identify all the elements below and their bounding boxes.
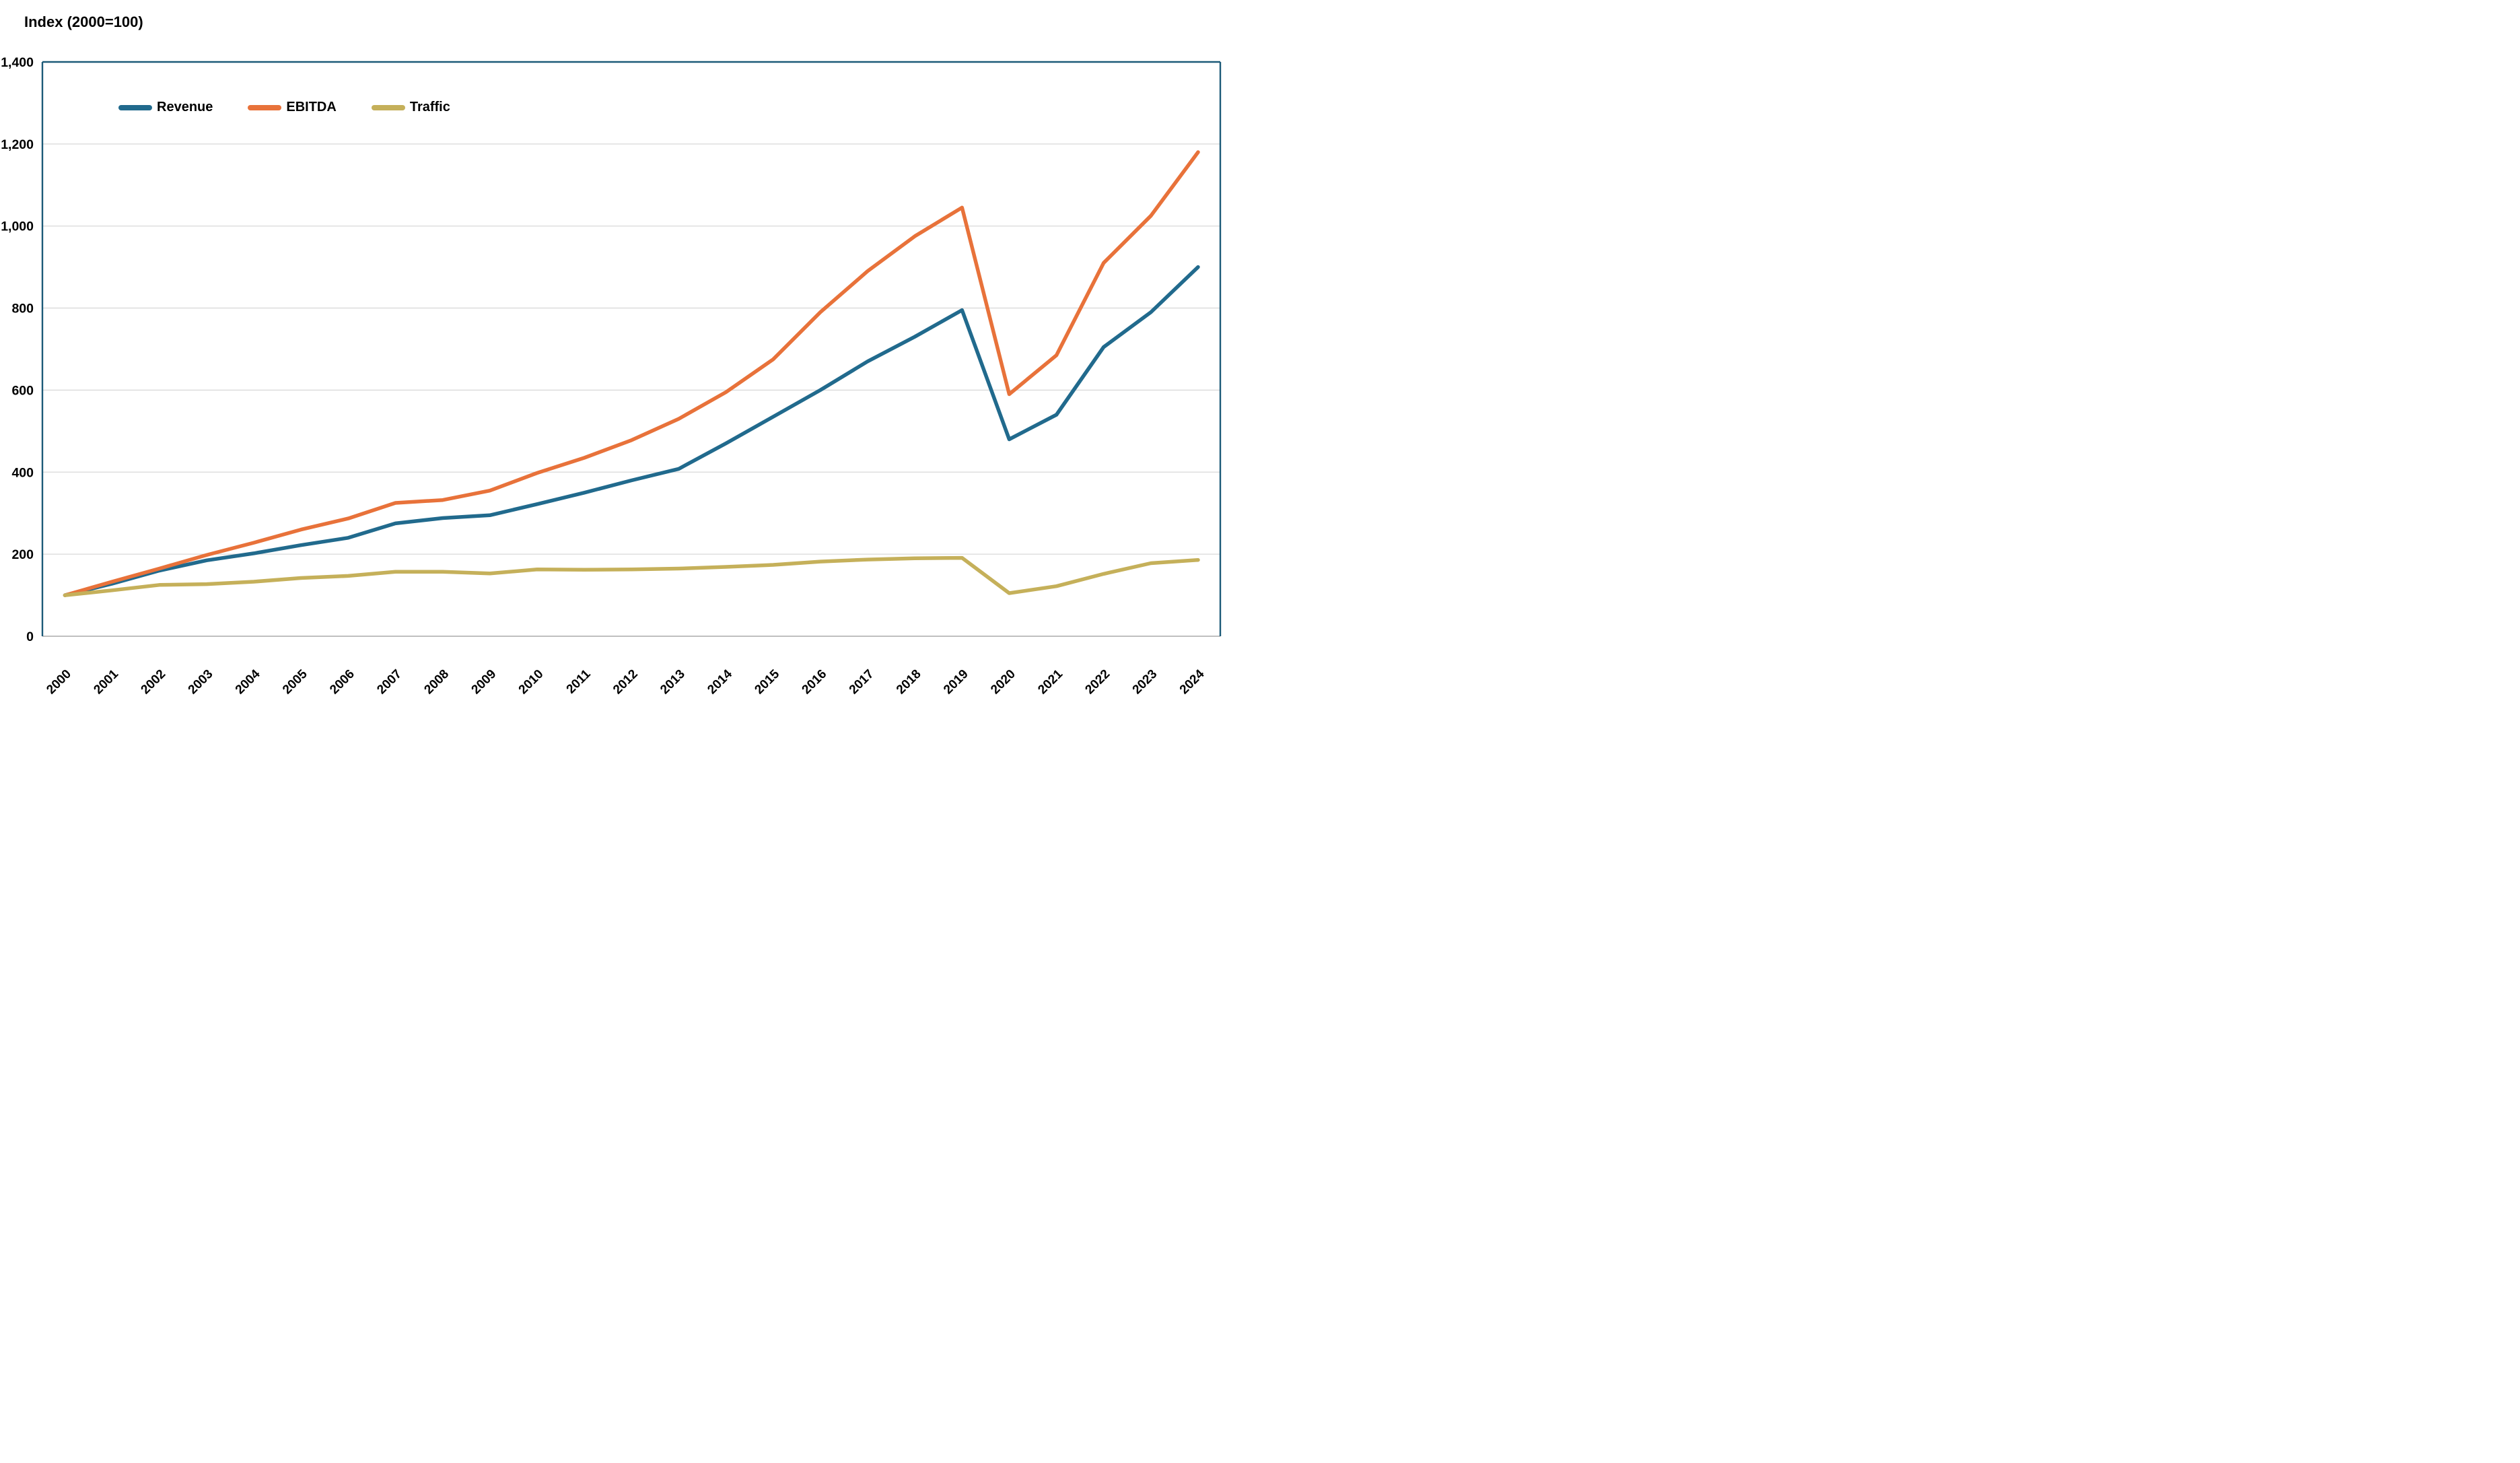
x-tick-label: 2022 — [1082, 667, 1113, 698]
x-tick-label: 2011 — [564, 667, 594, 696]
y-tick-label: 1,400 — [1, 55, 34, 70]
revenue-legend-swatch-icon — [118, 104, 152, 110]
x-tick-label: 2000 — [44, 667, 74, 698]
y-tick-label: 400 — [11, 465, 34, 480]
legend-item-ebitda: EBITDA — [248, 100, 337, 115]
x-tick-label: 2003 — [186, 667, 216, 698]
legend-item-traffic: Traffic — [371, 100, 450, 115]
revenue-line — [63, 265, 1200, 597]
legend-label-traffic: Traffic — [409, 100, 450, 114]
y-tick-label: 200 — [11, 547, 34, 562]
x-tick-label: 2009 — [469, 667, 499, 698]
x-tick-label: 2019 — [941, 667, 971, 698]
x-tick-label: 2017 — [847, 667, 877, 698]
x-tick-label: 2014 — [705, 667, 735, 697]
x-tick-label: 2013 — [658, 667, 688, 698]
y-tick-label: 0 — [26, 630, 34, 644]
x-tick-label: 2016 — [800, 667, 830, 698]
x-tick-label: 2012 — [610, 667, 641, 698]
x-tick-label: 2004 — [233, 667, 263, 697]
ebitda-line — [63, 150, 1200, 597]
x-tick-label: 2010 — [516, 667, 547, 698]
x-tick-label: 2020 — [988, 667, 1018, 698]
ebitda-legend-swatch-icon — [248, 104, 282, 110]
y-tick-label: 600 — [11, 383, 34, 398]
x-tick-label: 2008 — [421, 667, 452, 698]
x-tick-label: 2021 — [1035, 667, 1065, 697]
x-tick-label: 2005 — [280, 667, 310, 697]
traffic-legend-swatch-icon — [371, 104, 405, 110]
y-tick-label: 1,000 — [1, 219, 34, 234]
x-tick-label: 2023 — [1130, 667, 1160, 698]
x-tick-label: 2018 — [894, 667, 924, 698]
y-tick-label: 800 — [11, 302, 34, 316]
legend-item-revenue: Revenue — [118, 100, 213, 115]
line-chart: 0 200 400 600 800 1,000 1,200 1,400 2000 2001 2002… — [0, 0, 1260, 731]
x-tick-label: 2002 — [139, 667, 169, 698]
x-tick-label: 2006 — [327, 667, 357, 698]
legend: Revenue EBITDA Traffic — [118, 100, 485, 115]
plot-area: 0 200 400 600 800 1,000 1,200 1,400 2000 2001 2002… — [1, 55, 1222, 698]
legend-label-revenue: Revenue — [157, 100, 213, 114]
chart-title: Index (2000=100) — [24, 13, 143, 30]
y-tick-label: 1,200 — [1, 137, 34, 152]
x-tick-label: 2001 — [91, 667, 121, 697]
x-tick-label: 2015 — [752, 667, 782, 697]
x-tick-label: 2007 — [374, 667, 405, 698]
legend-label-ebitda: EBITDA — [286, 100, 337, 114]
traffic-line — [63, 555, 1200, 597]
x-tick-label: 2024 — [1177, 667, 1208, 697]
